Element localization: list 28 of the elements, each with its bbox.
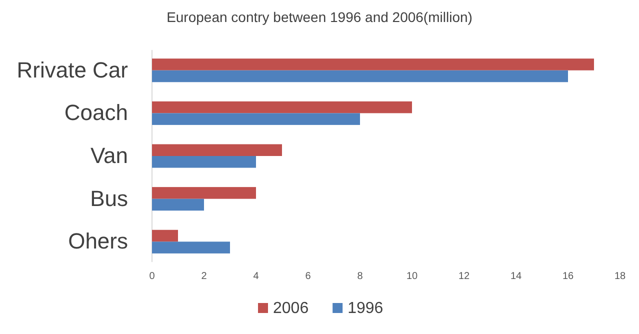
bar [152, 198, 204, 211]
y-tick-label: Ohers [68, 228, 128, 254]
x-tick-label: 12 [458, 271, 470, 282]
bar [152, 156, 256, 168]
bar [152, 70, 568, 82]
bar [152, 187, 256, 199]
legend-label: 1996 [348, 300, 384, 317]
x-tick-label: 4 [253, 271, 260, 282]
chart-title: European contry between 1996 and 2006(million) [166, 9, 472, 25]
x-tick-label: 8 [357, 271, 364, 282]
y-tick-label: Van [90, 143, 128, 168]
bar [152, 113, 360, 125]
bar [152, 242, 230, 254]
legend-label: 2006 [273, 300, 309, 317]
bar [152, 230, 178, 242]
y-tick-label: Rrivate Car [16, 57, 128, 82]
x-tick-label: 16 [562, 271, 574, 282]
x-tick-label: 18 [614, 271, 626, 282]
x-tick-label: 2 [201, 271, 208, 282]
bar [152, 101, 412, 114]
bar [152, 144, 282, 156]
bar [152, 58, 594, 70]
y-tick-label: Bus [90, 186, 128, 211]
x-tick-label: 0 [149, 271, 156, 282]
x-tick-label: 10 [406, 271, 418, 282]
x-tick-label: 6 [305, 271, 312, 282]
y-tick-label: Coach [64, 100, 128, 126]
x-tick-label: 14 [510, 271, 522, 282]
